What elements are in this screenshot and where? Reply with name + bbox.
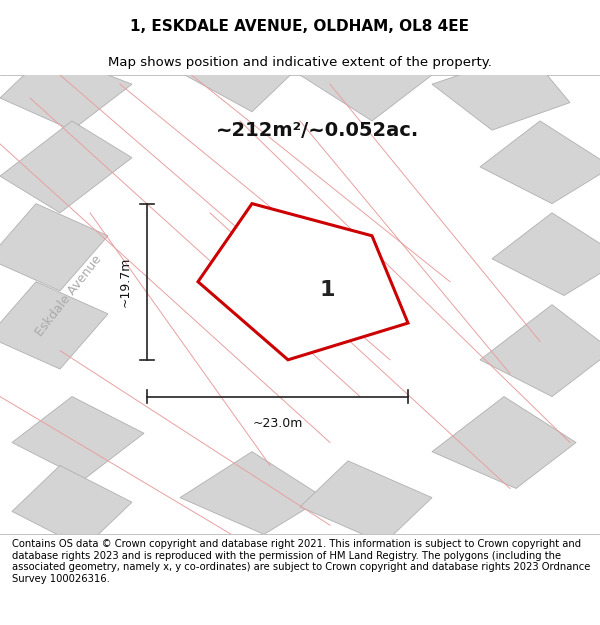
Text: ~23.0m: ~23.0m: [253, 418, 302, 430]
Text: Map shows position and indicative extent of the property.: Map shows position and indicative extent…: [108, 56, 492, 69]
Polygon shape: [300, 29, 432, 121]
Polygon shape: [0, 204, 108, 291]
Polygon shape: [480, 304, 600, 397]
Text: ~212m²/~0.052ac.: ~212m²/~0.052ac.: [216, 121, 419, 139]
Polygon shape: [0, 282, 108, 369]
Polygon shape: [0, 52, 132, 130]
Text: 1, ESKDALE AVENUE, OLDHAM, OL8 4EE: 1, ESKDALE AVENUE, OLDHAM, OL8 4EE: [131, 19, 470, 34]
Text: ~19.7m: ~19.7m: [119, 256, 132, 307]
Polygon shape: [12, 397, 144, 479]
Polygon shape: [432, 52, 570, 130]
Polygon shape: [180, 452, 324, 534]
Polygon shape: [234, 238, 345, 321]
Polygon shape: [300, 461, 432, 544]
Polygon shape: [492, 213, 600, 296]
Text: Contains OS data © Crown copyright and database right 2021. This information is : Contains OS data © Crown copyright and d…: [12, 539, 590, 584]
Polygon shape: [12, 466, 132, 548]
Polygon shape: [198, 204, 408, 360]
Text: 1: 1: [320, 280, 335, 300]
Polygon shape: [480, 121, 600, 204]
Text: Eskdale Avenue: Eskdale Avenue: [34, 253, 104, 339]
Polygon shape: [168, 20, 300, 112]
Polygon shape: [0, 121, 132, 212]
Polygon shape: [432, 397, 576, 489]
